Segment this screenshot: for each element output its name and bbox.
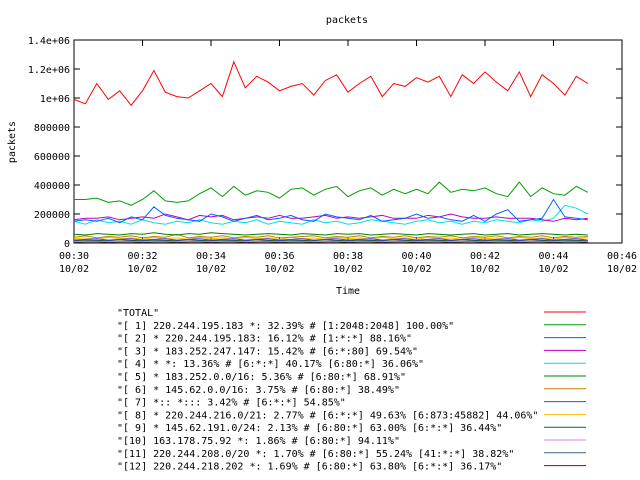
plot-area xyxy=(73,39,623,244)
x-tick-label: 00:42 xyxy=(470,251,500,262)
x-tick-date-label: 10/02 xyxy=(538,264,568,275)
series-line xyxy=(73,60,589,107)
y-tick-label: 200000 xyxy=(34,210,70,221)
legend-entry-label: "TOTAL" xyxy=(117,308,159,319)
x-tick-date-label: 10/02 xyxy=(127,264,157,275)
series-line xyxy=(73,240,588,243)
legend-entry-label: "[11] 220.244.208.0/20 *: 1.70% # [6:80:… xyxy=(117,449,514,460)
y-tick-label: 1.4e+06 xyxy=(28,36,70,47)
legend-entry-label: "[10] 163.178.75.92 *: 1.86% # [6:80:*] … xyxy=(117,436,400,447)
legend-entry-label: "[ 8] * 220.244.216.0/21: 2.77% # [6:*:*… xyxy=(117,410,538,421)
y-tick-label: 800000 xyxy=(34,123,70,134)
x-tick-label: 00:40 xyxy=(401,251,431,262)
series-line xyxy=(73,233,588,239)
legend-entry-label: "[ 1] 220.244.195.183 *: 32.39% # [1:204… xyxy=(117,321,454,332)
series-line xyxy=(73,239,588,242)
legend-entry-label: "[ 9] * 145.62.191.0/24: 2.13% # [6:80:*… xyxy=(117,423,502,434)
chart-title: packets xyxy=(326,15,368,26)
x-tick-label: 00:46 xyxy=(607,251,637,262)
y-tick-label: 600000 xyxy=(34,152,70,163)
x-tick-label: 00:30 xyxy=(59,251,89,262)
series-line xyxy=(73,213,588,222)
legend-entry-label: "[ 3] * 183.252.247.147: 15.42% # [6:*:8… xyxy=(117,346,418,357)
series-lines xyxy=(73,60,589,243)
x-tick-label: 00:34 xyxy=(196,251,226,262)
y-tick-label: 0 xyxy=(64,239,70,250)
x-tick-label: 00:36 xyxy=(264,251,294,262)
legend: "TOTAL" "[ 1] 220.244.195.183 *: 32.39% #… xyxy=(117,308,586,473)
x-tick-date-label: 10/02 xyxy=(59,264,89,275)
legend-entry-label: "[12] 220.244.218.202 *: 1.69% # [6:80:*… xyxy=(117,462,502,473)
legend-entry-label: "[ 2] * 220.244.195.183: 16.12% # [1:*:*… xyxy=(117,334,412,345)
legend-entry-label: "[ 5] * 183.252.0.0/16: 5.36% # [6:80:*]… xyxy=(117,372,406,383)
series-line xyxy=(73,198,588,224)
y-tick-label: 1.2e+06 xyxy=(28,65,70,76)
series-line xyxy=(73,238,588,241)
x-tick-date-label: 10/02 xyxy=(401,264,431,275)
series-line xyxy=(74,181,589,206)
x-tick-date-label: 10/02 xyxy=(264,264,294,275)
legend-entry-label: "[ 6] * 145.62.0.0/16: 3.75% # [6:80:*] … xyxy=(117,385,400,396)
y-tick-label: 400000 xyxy=(34,181,70,192)
x-tick-date-label: 10/02 xyxy=(333,264,363,275)
legend-entry-label: "[ 4] * *: 13.36% # [6:*:*] 40.17% [6:80… xyxy=(117,359,424,370)
y-tick-label: 1e+06 xyxy=(40,94,70,105)
x-tick-label: 00:44 xyxy=(538,251,568,262)
y-axis-label: packets xyxy=(7,121,18,163)
x-tick-date-label: 10/02 xyxy=(196,264,226,275)
x-axis: 00:30 10/02 00:32 10/02 00:34 10/02 00:36 10/02… xyxy=(59,40,637,275)
y-axis: 0 200000 400000 600000 800000 1e+06 1.2e+06 1.4… xyxy=(28,36,622,250)
x-tick-date-label: 10/02 xyxy=(470,264,500,275)
legend-entry-label: "[ 7] *:: *::: 3.42% # [6:*:*] 54.85%" xyxy=(117,398,346,409)
series-line xyxy=(73,204,589,225)
x-tick-label: 00:38 xyxy=(333,251,363,262)
x-tick-label: 00:32 xyxy=(127,251,157,262)
series-line xyxy=(73,232,588,236)
x-axis-label: Time xyxy=(336,286,360,297)
x-tick-date-label: 10/02 xyxy=(607,264,637,275)
